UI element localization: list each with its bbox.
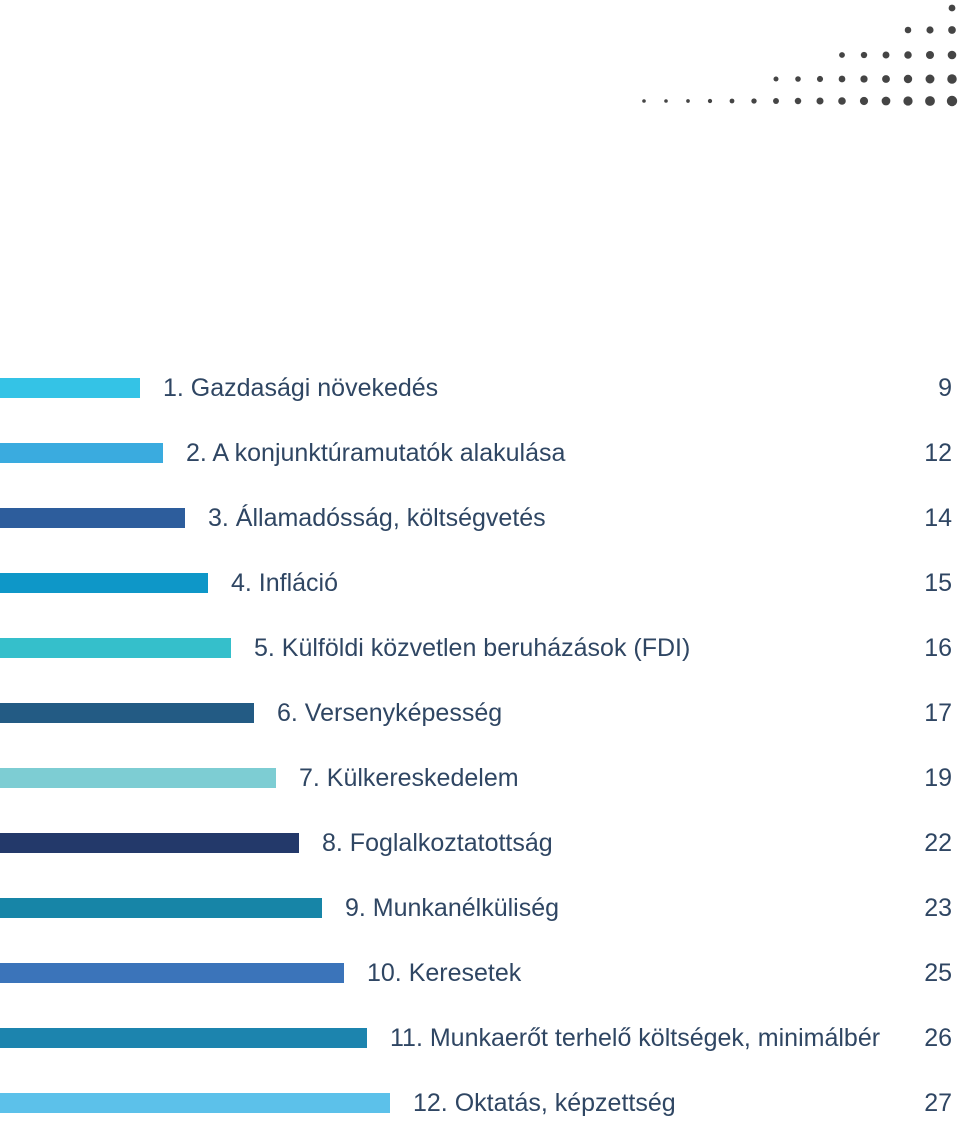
decoration-dot	[794, 97, 802, 105]
decoration-dot	[816, 97, 824, 105]
toc-row-8-title: 8. Foglalkoztatottság	[322, 829, 553, 857]
toc-row-5[interactable]: 5. Külföldi közvetlen beruházások (FDI) …	[0, 628, 960, 668]
toc-row-6-color-bar	[0, 703, 254, 723]
decoration-dot	[947, 50, 957, 60]
toc-row-12[interactable]: 12. Oktatás, képzettség 27	[0, 1083, 960, 1123]
toc-row-12-page-number: 27	[924, 1089, 952, 1117]
toc-row-7[interactable]: 7. Külkereskedelem 19	[0, 758, 960, 798]
toc-row-11-title: 11. Munkaerőt terhelő költségek, minimál…	[390, 1024, 881, 1052]
toc-row-10[interactable]: 10. Keresetek 25	[0, 953, 960, 993]
decoration-dot	[947, 74, 957, 84]
toc-row-5-color-bar	[0, 638, 231, 658]
decoration-dot	[926, 26, 934, 34]
decoration-dot	[729, 98, 735, 104]
decoration-dot	[859, 96, 869, 106]
decoration-dot	[773, 98, 779, 104]
toc-row-3-title: 3. Államadósság, költségvetés	[208, 504, 546, 532]
decoration-dot	[773, 76, 779, 82]
decoration-dot	[686, 99, 690, 103]
toc-row-10-title: 10. Keresetek	[367, 959, 522, 987]
toc-row-3-color-bar	[0, 508, 185, 528]
toc-row-2-page-number: 12	[924, 439, 952, 467]
toc-row-10-page-number: 25	[924, 959, 952, 987]
decoration-dot	[948, 26, 956, 34]
decoration-dot	[795, 76, 801, 82]
decoration-dot	[925, 96, 935, 106]
toc-row-2-color-bar	[0, 443, 163, 463]
toc-row-10-color-bar	[0, 963, 344, 983]
decoration-dot	[838, 97, 846, 105]
decoration-dot	[642, 99, 646, 103]
toc-row-2[interactable]: 2. A konjunktúramutatók alakulása 12	[0, 433, 960, 473]
toc-row-9-title: 9. Munkanélküliség	[345, 894, 560, 922]
decoration-dot	[707, 98, 713, 104]
toc-row-9-color-bar	[0, 898, 322, 918]
decoration-dot	[664, 99, 668, 103]
toc-row-4[interactable]: 4. Infláció 15	[0, 563, 960, 603]
toc-row-1[interactable]: 1. Gazdasági növekedés 9	[0, 368, 960, 408]
decoration-dot	[882, 51, 890, 59]
toc-row-11-page-number: 26	[924, 1024, 952, 1052]
toc-row-9-page-number: 23	[924, 894, 952, 922]
toc-row-11[interactable]: 11. Munkaerőt terhelő költségek, minimál…	[0, 1018, 960, 1058]
toc-row-8[interactable]: 8. Foglalkoztatottság 22	[0, 823, 960, 863]
toc-row-3-page-number: 14	[924, 504, 952, 532]
toc-row-7-color-bar	[0, 768, 276, 788]
decoration-dot	[904, 51, 912, 59]
decoration-dot	[925, 74, 935, 84]
toc-row-9[interactable]: 9. Munkanélküliség 23	[0, 888, 960, 928]
decoration-dot	[881, 96, 891, 106]
toc-row-8-page-number: 22	[924, 829, 952, 857]
decoration-dot	[904, 26, 912, 34]
toc-row-5-title: 5. Külföldi közvetlen beruházások (FDI)	[254, 634, 691, 662]
decoration-dot	[946, 95, 958, 107]
toc-row-3[interactable]: 3. Államadósság, költségvetés 14	[0, 498, 960, 538]
toc-row-6[interactable]: 6. Versenyképesség 17	[0, 693, 960, 733]
decoration-dot	[860, 51, 868, 59]
toc-row-8-color-bar	[0, 833, 299, 853]
toc-row-7-page-number: 19	[924, 764, 952, 792]
toc-row-1-page-number: 9	[938, 374, 952, 402]
toc-row-6-title: 6. Versenyképesség	[277, 699, 503, 727]
toc-row-4-page-number: 15	[924, 569, 952, 597]
decoration-dot	[903, 74, 913, 84]
decoration-dot	[751, 98, 757, 104]
toc-row-6-page-number: 17	[924, 699, 952, 727]
decoration-dot	[838, 75, 846, 83]
decoration-dot	[860, 75, 868, 83]
toc-row-4-color-bar	[0, 573, 208, 593]
dot-grid-decoration-icon	[642, 4, 958, 107]
toc-row-4-title: 4. Infláció	[231, 569, 339, 597]
decoration-dot	[948, 4, 956, 12]
decoration-dot	[925, 50, 935, 60]
decoration-dot	[882, 75, 890, 83]
toc-row-1-color-bar	[0, 378, 140, 398]
toc-row-5-page-number: 16	[924, 634, 952, 662]
decoration-dot	[903, 96, 913, 106]
toc-row-12-title: 12. Oktatás, képzettség	[413, 1089, 676, 1117]
toc-row-7-title: 7. Külkereskedelem	[299, 764, 519, 792]
decoration-dot	[839, 52, 845, 58]
toc-row-1-title: 1. Gazdasági növekedés	[163, 374, 439, 402]
toc-row-12-color-bar	[0, 1093, 390, 1113]
decoration-dot	[816, 75, 824, 83]
toc-row-2-title: 2. A konjunktúramutatók alakulása	[186, 439, 566, 467]
toc-row-11-color-bar	[0, 1028, 367, 1048]
